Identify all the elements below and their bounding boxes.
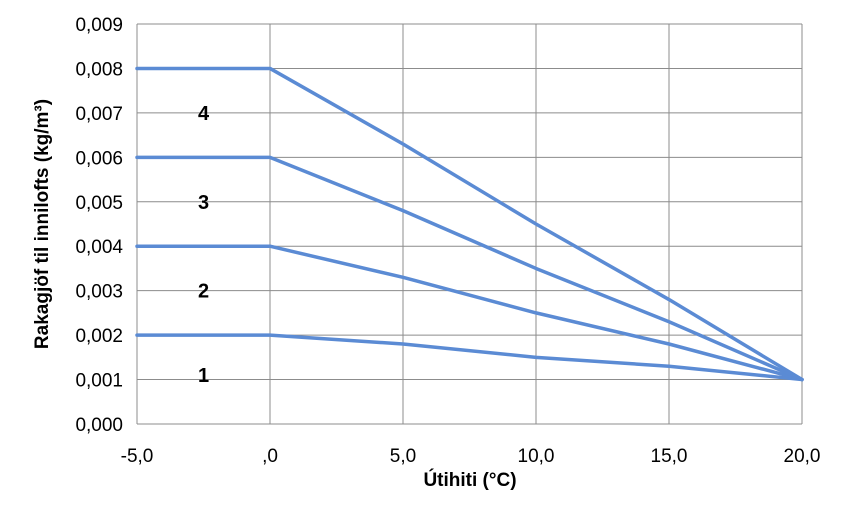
y-tick-label: 0,005: [75, 193, 123, 214]
series-line-3: [135, 155, 804, 382]
series-lines: [135, 66, 804, 382]
y-tick-label: 0,004: [75, 237, 123, 258]
y-tick-label: 0,009: [75, 15, 123, 36]
x-tick-label: 10,0: [518, 446, 555, 467]
x-axis-title: Útihiti (°C): [423, 469, 516, 491]
series-line-4: [135, 66, 804, 382]
y-tick-label: 0,006: [75, 148, 123, 169]
region-label: 1: [198, 365, 209, 387]
y-tick-label: 0,003: [75, 282, 123, 303]
y-tick-label: 0,001: [75, 371, 123, 392]
x-tick-label: 15,0: [651, 446, 688, 467]
series-line-1: [135, 333, 804, 382]
x-tick-label: 5,0: [390, 446, 416, 467]
y-tick-label: 0,007: [75, 104, 123, 125]
y-tick-label: 0,000: [75, 415, 123, 436]
y-axis-title: Rakagjöf til innilofts (kg/m³): [32, 99, 53, 349]
grid: [136, 23, 803, 425]
region-labels: 1 2 3 4: [198, 103, 210, 387]
y-tick-label: 0,002: [75, 326, 123, 347]
region-label: 4: [198, 103, 210, 125]
y-tick-label: 0,008: [75, 59, 123, 80]
region-label: 3: [198, 192, 209, 214]
x-tick-label: -5,0: [121, 446, 154, 467]
x-tick-label: 20,0: [784, 446, 821, 467]
x-tick-label: ,0: [262, 446, 278, 467]
x-axis-ticks: -5,0 ,0 5,0 10,0 15,0 20,0: [121, 446, 821, 467]
region-label: 2: [198, 281, 209, 303]
series-line-2: [135, 244, 804, 382]
y-axis-ticks: 0,000 0,001 0,002 0,003 0,004 0,005 0,006 0,007…: [75, 15, 123, 436]
